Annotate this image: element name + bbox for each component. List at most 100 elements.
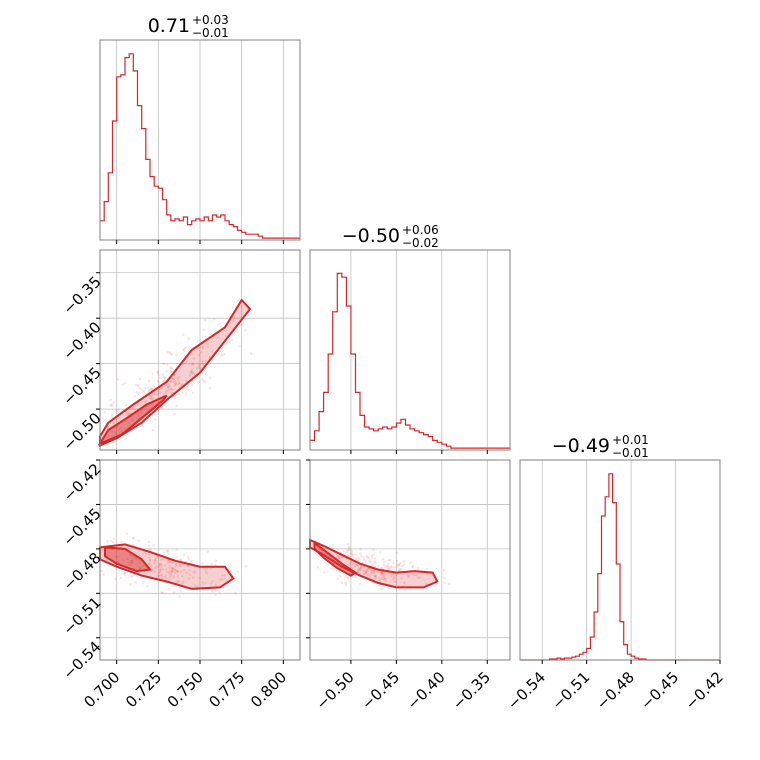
scatter-point [160,387,163,390]
scatter-point [388,566,391,570]
scatter-point [112,537,116,540]
scatter-point [365,554,369,558]
scatter-point [379,550,382,554]
scatter-point [337,555,341,559]
scatter-point [178,564,182,567]
scatter-point [144,401,147,404]
x-tick-label: 0.725 [122,668,165,711]
scatter-point [390,574,393,577]
scatter-point [138,566,141,569]
scatter-point [346,542,350,546]
scatter-point [176,569,180,573]
scatter-point [365,556,369,559]
scatter-point [367,557,371,560]
scatter-point [234,591,237,595]
scatter-point [174,382,178,386]
scatter-point [344,581,347,584]
scatter-point [344,550,348,554]
scatter-point [201,335,204,339]
scatter-point [169,366,173,369]
scatter-point [172,591,176,594]
scatter-point [135,383,138,387]
scatter-point [170,569,174,573]
scatter-point [131,543,135,547]
scatter-point [348,563,351,566]
scatter-point [409,561,412,564]
contour-inner [97,394,168,446]
scatter-point [191,383,194,387]
x-tick-label: 0.775 [205,668,248,711]
scatter-point [406,574,410,578]
scatter-point [346,576,350,579]
scatter-point [411,572,415,576]
y-tick-label: −0.42 [59,460,104,505]
scatter-point [195,366,199,370]
scatter-point [175,404,178,408]
scatter-point [160,591,163,594]
scatter-point [208,387,212,390]
scatter-point [383,566,387,569]
scatter-point [190,371,193,375]
scatter-point [119,426,122,430]
scatter-point [205,572,208,575]
scatter-point [168,576,172,580]
y-tick-label: −0.51 [59,593,104,638]
scatter-point [208,355,211,359]
scatter-point [363,571,366,574]
scatter-point [230,338,234,342]
scatter-point [173,384,177,387]
scatter-point [387,567,391,570]
scatter-point [197,380,200,384]
scatter-point [373,560,376,563]
scatter-point [197,363,201,366]
scatter-point [105,554,109,557]
scatter-point [184,346,187,350]
scatter-point [337,557,341,560]
scatter-point [152,561,156,565]
scatter-point [174,380,177,383]
scatter-point [186,388,190,391]
scatter-point [152,543,155,547]
scatter-point [202,328,206,332]
scatter-point [168,560,172,563]
scatter-point [159,558,163,562]
scatter-point [153,570,157,574]
scatter-point [191,363,194,366]
scatter-point [201,378,204,381]
scatter-point [130,559,133,563]
contour-outer [99,298,252,448]
scatter-point [142,390,146,394]
scatter-point [220,346,224,350]
scatter-point [132,573,136,577]
scatter-point [368,559,372,563]
scatter-point [125,532,129,536]
scatter-point [346,549,349,552]
panel-title-plus: +0.03 [192,13,229,27]
scatter-point [170,388,174,391]
scatter-point [386,565,389,568]
y-tick-label: −0.45 [59,504,104,549]
scatter-point [443,577,447,580]
scatter-point [158,571,162,574]
scatter-point [158,574,161,578]
scatter-point [138,561,141,565]
scatter-point [174,565,177,569]
scatter-point [372,553,376,556]
scatter-point [164,378,167,381]
scatter-point [186,564,189,567]
scatter-point [147,562,150,566]
scatter-point [134,581,138,584]
scatter-point [109,403,112,407]
scatter-point [191,363,195,366]
x-tick-label: −0.50 [313,668,358,713]
scatter-point [181,581,185,584]
scatter-point [377,577,381,580]
scatter-point [376,571,379,574]
scatter-point [103,410,107,414]
scatter-point [143,386,147,390]
scatter-point [131,537,135,540]
scatter-point [196,347,199,350]
panel-title-minus: −0.01 [612,446,649,460]
histogram-step-hist-p2 [520,473,720,661]
scatter-point [366,568,370,572]
